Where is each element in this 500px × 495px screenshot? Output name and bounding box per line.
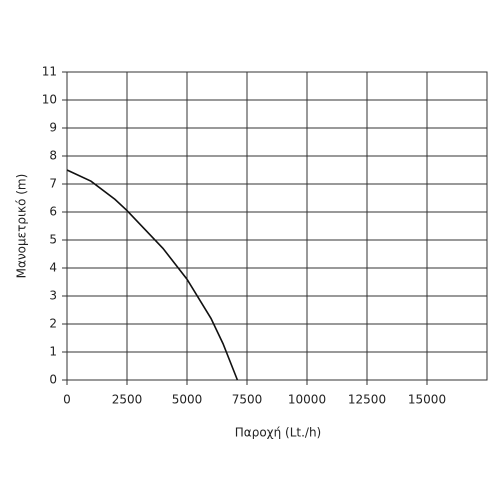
x-tick-label: 2500	[112, 393, 143, 407]
y-tick-label: 5	[49, 233, 57, 247]
y-tick-label: 7	[49, 177, 57, 191]
curve	[66, 169, 239, 381]
y-tick-label: 9	[49, 121, 57, 135]
x-tick-label: 10000	[288, 393, 326, 407]
x-tick-label: 12500	[348, 393, 386, 407]
x-tick-label: 0	[63, 393, 71, 407]
x-tick-label: 7500	[232, 393, 263, 407]
y-tick-label: 6	[49, 205, 57, 219]
y-tick-label: 10	[42, 93, 57, 107]
y-tick-label: 1	[49, 345, 57, 359]
y-tick-label: 4	[49, 261, 57, 275]
y-axis-label: Μανομετρικό (m)	[15, 174, 29, 279]
plot-frame	[66, 71, 488, 381]
y-tick-label: 2	[49, 317, 57, 331]
y-tick-label: 11	[42, 65, 57, 79]
y-tick-label: 8	[49, 149, 57, 163]
x-tick-label: 5000	[172, 393, 203, 407]
x-tick-label: 15000	[408, 393, 446, 407]
y-tick-label: 0	[49, 373, 57, 387]
y-tick-label: 3	[49, 289, 57, 303]
x-axis-label: Παροχή (Lt./h)	[235, 426, 321, 440]
